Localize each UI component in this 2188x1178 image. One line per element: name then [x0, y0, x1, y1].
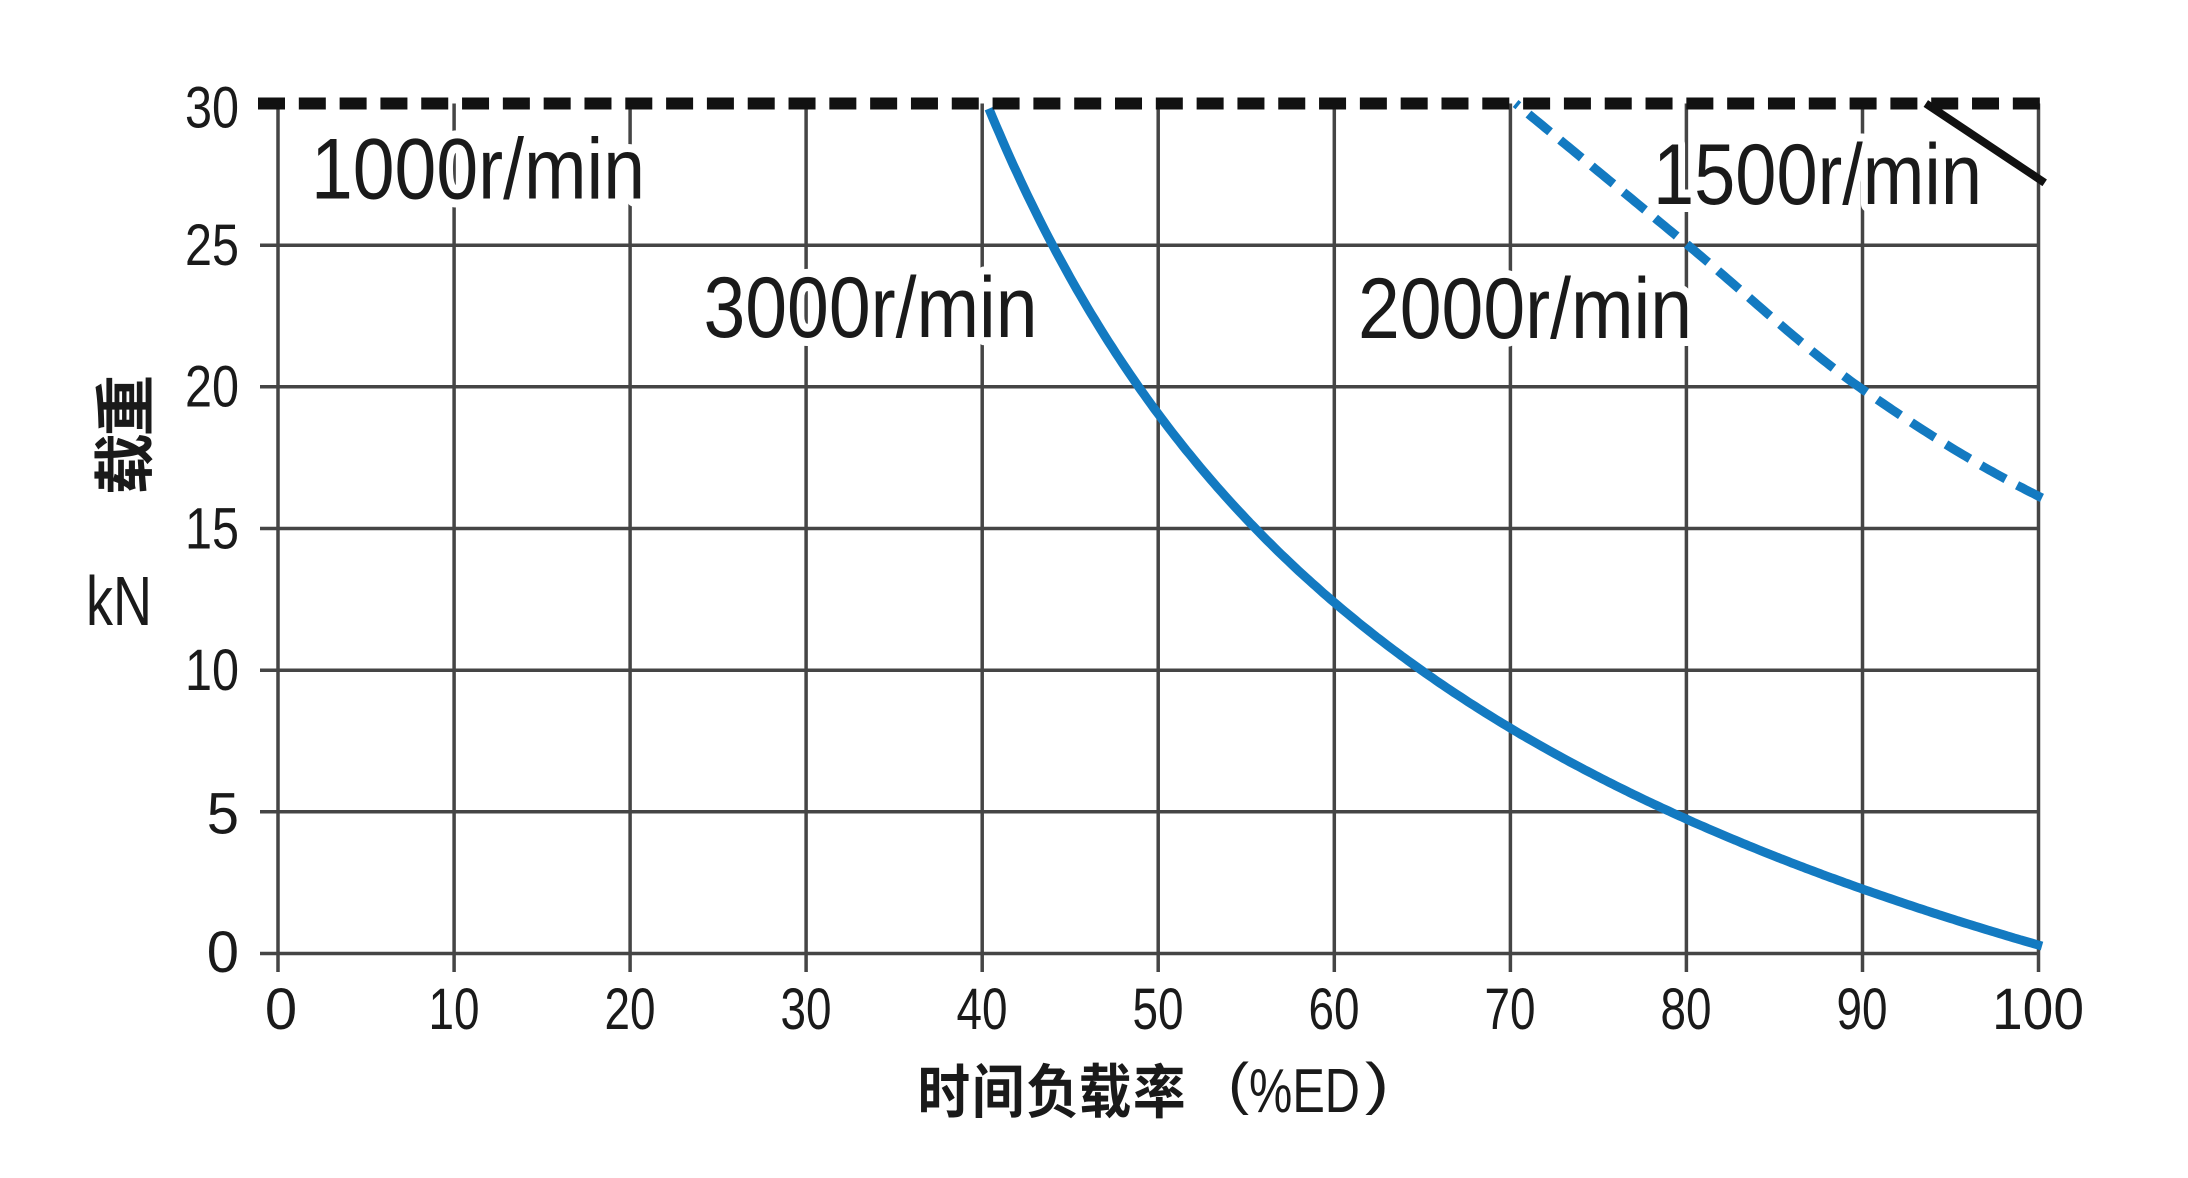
svg-text:5: 5 [207, 782, 239, 847]
svg-text:40: 40 [957, 977, 1008, 1042]
svg-text:30: 30 [781, 977, 832, 1042]
svg-text:10: 10 [185, 638, 239, 703]
svg-text:): ) [1365, 1052, 1389, 1116]
svg-text:10: 10 [429, 977, 480, 1042]
svg-text:60: 60 [1309, 977, 1360, 1042]
svg-text:0: 0 [207, 920, 239, 985]
svg-text:kN: kN [86, 562, 152, 640]
svg-text:20: 20 [185, 355, 239, 420]
svg-text:100: 100 [1992, 977, 2084, 1042]
svg-text:1500r/min: 1500r/min [1653, 127, 1982, 223]
svg-text:30: 30 [185, 76, 239, 141]
svg-text:%ED: %ED [1249, 1057, 1360, 1126]
svg-text:25: 25 [185, 213, 239, 278]
svg-text:20: 20 [605, 977, 656, 1042]
svg-text:70: 70 [1485, 977, 1536, 1042]
svg-text:(: ( [1228, 1052, 1249, 1116]
svg-text:3000r/min: 3000r/min [704, 260, 1038, 356]
svg-text:90: 90 [1837, 977, 1888, 1042]
svg-text:80: 80 [1661, 977, 1712, 1042]
svg-text:50: 50 [1133, 977, 1184, 1042]
svg-text:15: 15 [185, 497, 239, 562]
svg-text:1000r/min: 1000r/min [311, 122, 645, 218]
svg-text:0: 0 [265, 977, 297, 1042]
svg-text:2000r/min: 2000r/min [1358, 261, 1692, 357]
